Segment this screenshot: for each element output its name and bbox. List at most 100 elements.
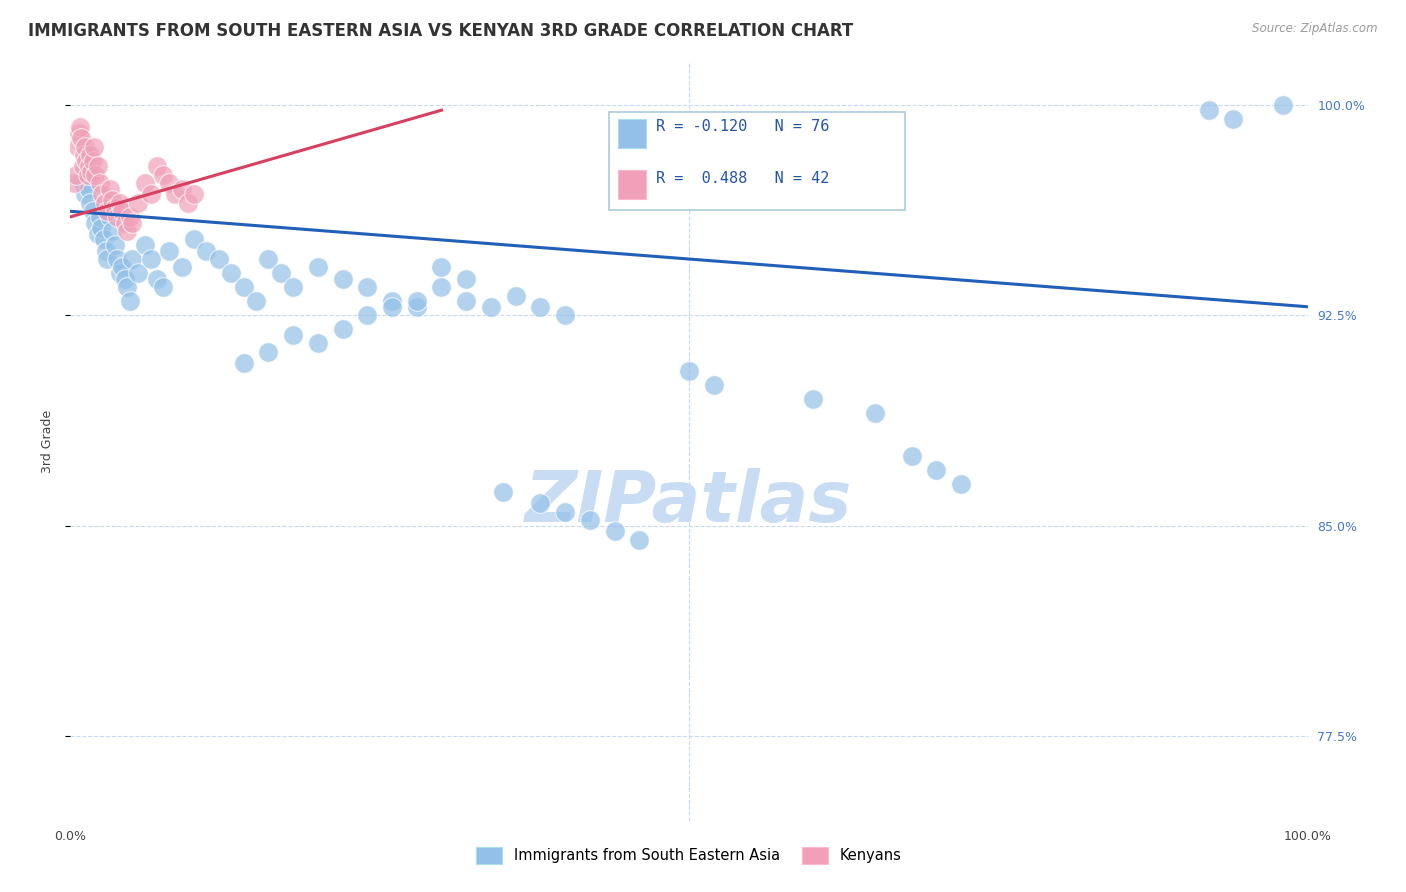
Point: [105, 210, 128, 224]
Point: [98, 182, 121, 196]
Point: [72, 176, 94, 190]
Point: [75, 187, 97, 202]
Point: [925, 462, 948, 476]
Point: [232, 356, 254, 370]
Point: [1271, 97, 1294, 112]
Point: [165, 187, 187, 202]
Point: [456, 294, 478, 309]
Point: [170, 182, 193, 196]
Point: [70, 131, 93, 145]
Point: [356, 280, 378, 294]
FancyBboxPatch shape: [609, 112, 905, 211]
Point: [195, 244, 218, 258]
Point: [1198, 103, 1220, 118]
Point: [177, 195, 200, 210]
Point: [529, 496, 551, 510]
Point: [1222, 112, 1244, 126]
Point: [863, 407, 886, 421]
Point: [146, 159, 169, 173]
Point: [108, 195, 131, 210]
Point: [69, 120, 91, 134]
Point: [479, 300, 502, 314]
Point: [183, 232, 205, 246]
Point: [96, 252, 118, 266]
Point: [94, 195, 117, 210]
Point: [628, 533, 651, 547]
Point: [65, 168, 87, 182]
Point: [505, 288, 527, 302]
Y-axis label: 3rd Grade: 3rd Grade: [41, 410, 53, 473]
Text: ZIPatlas: ZIPatlas: [526, 467, 852, 537]
Text: R =  0.488   N = 42: R = 0.488 N = 42: [655, 171, 830, 186]
Point: [603, 524, 626, 539]
Point: [90, 221, 112, 235]
Point: [257, 252, 280, 266]
Point: [111, 204, 134, 219]
Point: [307, 260, 329, 275]
Point: [356, 308, 378, 322]
Point: [170, 260, 193, 275]
Point: [430, 260, 453, 275]
Point: [332, 322, 354, 336]
Point: [405, 300, 427, 314]
Point: [381, 294, 404, 309]
Point: [678, 364, 700, 378]
Point: [96, 244, 118, 258]
Point: [76, 168, 98, 182]
Point: [405, 294, 427, 309]
Point: [118, 294, 141, 309]
Point: [77, 182, 100, 196]
Point: [492, 485, 515, 500]
Point: [86, 227, 108, 241]
Point: [232, 280, 254, 294]
Point: [281, 280, 304, 294]
Point: [72, 159, 94, 173]
Point: [82, 204, 104, 219]
Point: [703, 378, 725, 392]
Point: [75, 139, 97, 153]
Legend: Immigrants from South Eastern Asia, Kenyans: Immigrants from South Eastern Asia, Keny…: [470, 841, 908, 871]
Point: [157, 244, 180, 258]
Point: [93, 232, 115, 246]
Point: [73, 148, 96, 162]
Text: Source: ZipAtlas.com: Source: ZipAtlas.com: [1253, 22, 1378, 36]
Point: [332, 271, 354, 285]
Point: [257, 344, 280, 359]
Point: [152, 280, 174, 294]
Point: [950, 476, 973, 491]
Point: [67, 126, 90, 140]
Point: [208, 252, 231, 266]
Point: [114, 215, 136, 229]
Point: [82, 153, 104, 168]
Point: [98, 210, 121, 224]
Point: [219, 266, 242, 280]
Point: [91, 187, 114, 202]
Point: [108, 266, 131, 280]
Point: [801, 392, 824, 407]
Point: [84, 215, 107, 229]
Point: [111, 260, 134, 275]
Point: [529, 300, 551, 314]
Point: [80, 165, 103, 179]
Point: [307, 336, 329, 351]
Point: [157, 176, 180, 190]
Point: [121, 252, 143, 266]
Point: [104, 238, 127, 252]
Point: [456, 271, 478, 285]
Point: [281, 327, 304, 342]
Point: [84, 168, 107, 182]
Point: [554, 308, 576, 322]
Point: [79, 148, 101, 162]
Point: [152, 168, 174, 182]
Point: [104, 202, 127, 216]
Point: [75, 168, 97, 182]
Point: [105, 252, 128, 266]
Point: [134, 176, 156, 190]
FancyBboxPatch shape: [619, 120, 645, 148]
Point: [114, 271, 136, 285]
Point: [134, 238, 156, 252]
Point: [579, 513, 602, 527]
Text: IMMIGRANTS FROM SOUTH EASTERN ASIA VS KENYAN 3RD GRADE CORRELATION CHART: IMMIGRANTS FROM SOUTH EASTERN ASIA VS KE…: [28, 22, 853, 40]
Point: [183, 187, 205, 202]
Point: [139, 252, 162, 266]
